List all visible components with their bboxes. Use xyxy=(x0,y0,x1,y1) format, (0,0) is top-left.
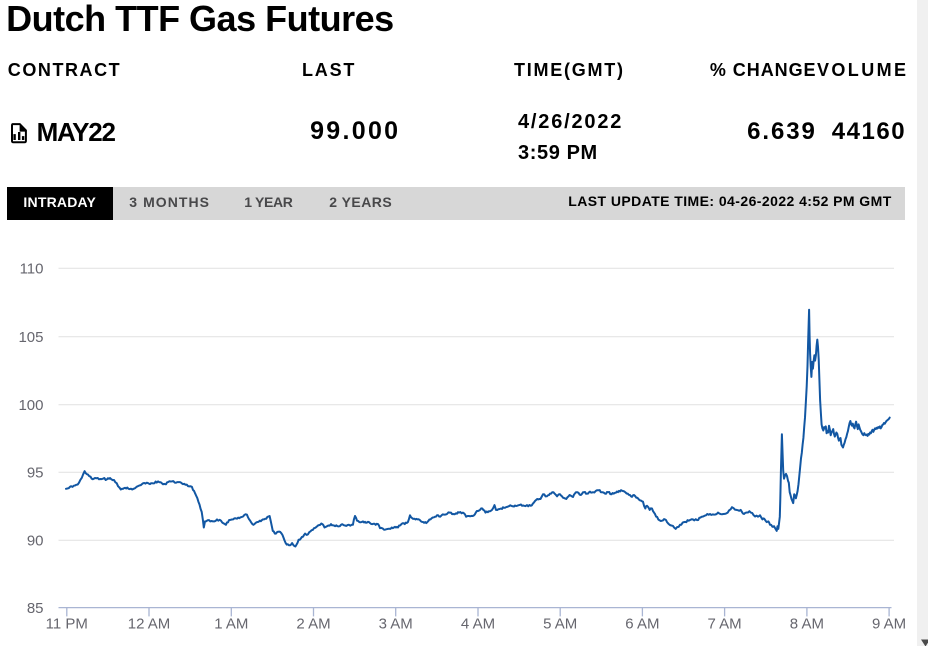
svg-text:3 AM: 3 AM xyxy=(379,616,413,633)
svg-text:11 PM: 11 PM xyxy=(46,616,88,633)
svg-text:100: 100 xyxy=(18,397,43,414)
svg-text:90: 90 xyxy=(27,533,44,550)
svg-text:2 AM: 2 AM xyxy=(296,616,330,633)
svg-text:95: 95 xyxy=(27,465,44,482)
svg-text:110: 110 xyxy=(20,261,44,278)
svg-text:12 AM: 12 AM xyxy=(128,616,171,633)
svg-text:105: 105 xyxy=(18,329,43,346)
svg-text:8 AM: 8 AM xyxy=(790,616,824,633)
svg-text:9 AM: 9 AM xyxy=(872,616,906,633)
svg-text:4 AM: 4 AM xyxy=(461,616,495,633)
svg-text:1 AM: 1 AM xyxy=(214,616,248,633)
svg-text:5 AM: 5 AM xyxy=(543,616,577,633)
svg-text:7 AM: 7 AM xyxy=(708,616,742,633)
svg-text:6 AM: 6 AM xyxy=(625,616,659,633)
svg-text:85: 85 xyxy=(27,600,44,617)
